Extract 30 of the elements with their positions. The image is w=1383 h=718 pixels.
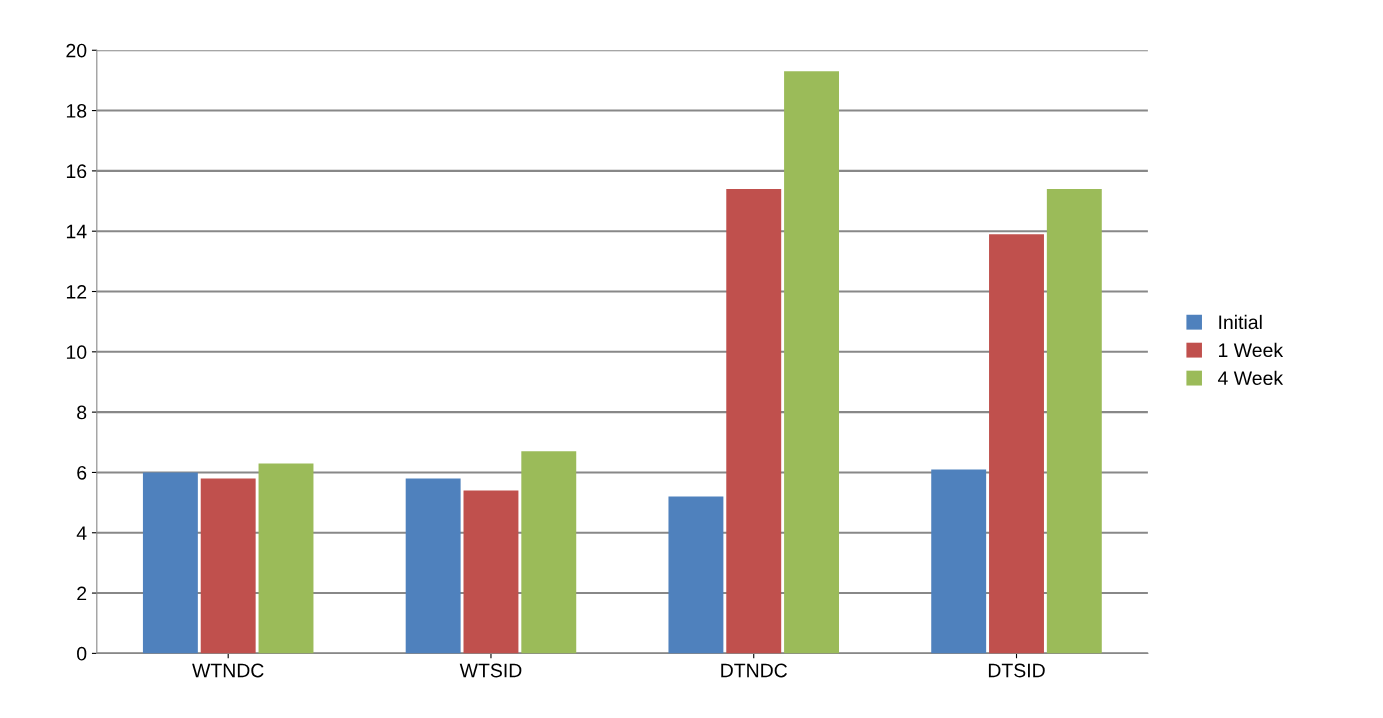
bar <box>463 490 519 654</box>
bar <box>784 71 839 654</box>
y-tick-label: 14 <box>66 224 87 239</box>
y-tick-label: 20 <box>66 43 87 58</box>
y-tick-label: 12 <box>66 284 87 299</box>
x-tick-label: DTSID <box>988 663 1045 678</box>
x-tick-label: WTSID <box>459 663 522 678</box>
y-tick-label: 8 <box>77 405 87 420</box>
bar <box>726 188 782 654</box>
y-tick-label: 2 <box>77 586 87 601</box>
bar <box>668 496 724 654</box>
x-tick-label: WTNDC <box>192 663 264 678</box>
y-tick-label: 4 <box>76 526 87 540</box>
bar <box>405 478 461 654</box>
y-tick-label: 18 <box>66 104 87 118</box>
y-tick-label: 0 <box>77 646 87 661</box>
bar <box>258 463 314 654</box>
legend-label: 1 Week <box>1219 342 1284 358</box>
bar <box>989 234 1044 654</box>
y-tick-label: 16 <box>66 164 87 179</box>
y-tick-label: 6 <box>77 465 87 480</box>
y-tick-label: 10 <box>66 345 87 360</box>
legend-label: 4 Week <box>1217 370 1284 386</box>
bar <box>200 478 256 654</box>
legend-label: Initial <box>1219 314 1262 330</box>
x-tick-label: DTNDC <box>721 663 788 678</box>
bar <box>521 451 577 654</box>
bar <box>142 472 198 654</box>
bar <box>1046 188 1102 654</box>
bar <box>931 469 987 654</box>
